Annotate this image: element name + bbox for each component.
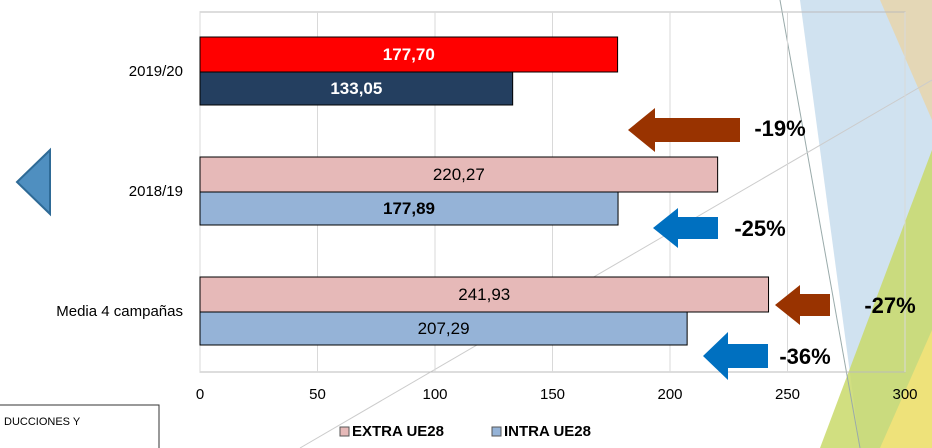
decor [820,150,932,448]
decor [299,79,932,448]
note-box [0,404,160,448]
bar [199,36,619,73]
value-label: 207,29 [418,319,470,338]
x-tick-label: 300 [892,386,917,403]
value-label: 220,27 [433,165,485,184]
x-tick-label: 150 [540,386,565,403]
y-tick-label: 2019/20 [129,63,183,80]
nav-back[interactable] [15,147,51,217]
value-label: 133,05 [330,79,382,98]
decor [779,0,861,448]
bar [199,191,619,226]
legend-swatch [491,426,502,437]
decor [880,330,932,448]
arrow [628,108,740,152]
annotation: -25% [734,216,785,241]
arrow [703,332,768,380]
annotation: -19% [754,116,805,141]
y-tick-label: Media 4 campañas [56,303,183,320]
value-label: 177,70 [383,45,435,64]
x-tick-label: 250 [775,386,800,403]
bar [199,71,514,106]
legend-swatch [339,426,350,437]
value-label: 177,89 [383,199,435,218]
annotation: -27% [864,293,915,318]
y-tick-label: 2018/19 [129,183,183,200]
x-tick-label: 0 [196,386,204,403]
x-tick-label: 100 [422,386,447,403]
value-label: 241,93 [458,285,510,304]
legend-label: EXTRA UE28 [352,423,444,440]
bar [199,156,719,193]
legend-label: INTRA UE28 [504,423,591,440]
note: DUCCIONES Y [4,416,81,428]
arrow [775,285,830,325]
x-tick-label: 200 [657,386,682,403]
arrow [653,208,718,248]
bar [199,311,688,346]
annotation: -36% [779,344,830,369]
bar [199,276,770,313]
x-tick-label: 50 [309,386,326,403]
decor [880,0,932,120]
